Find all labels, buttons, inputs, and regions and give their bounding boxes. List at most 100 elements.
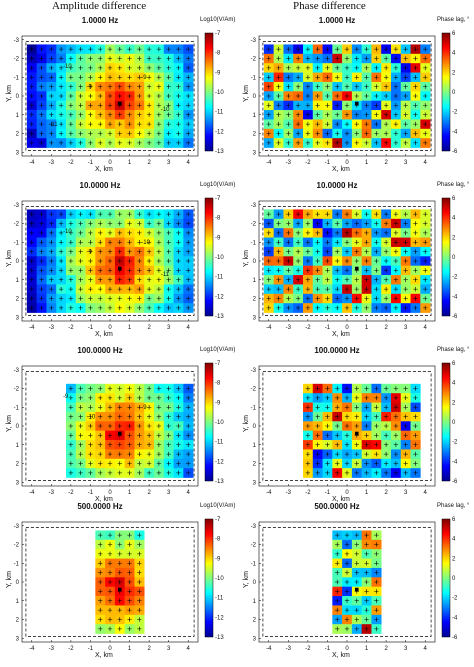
- station-marker: [39, 103, 44, 108]
- station-marker: [286, 258, 291, 264]
- y-tick-label: -1: [251, 561, 257, 567]
- colorbar-tick-label: 2: [452, 235, 456, 241]
- station-marker: [374, 598, 379, 603]
- station-marker: [186, 258, 191, 264]
- station-marker: [286, 93, 291, 99]
- heatmap-plot: -10-9-10-11-4 -3 -2 -1 0 1 2 3 4-3-2-10123-7-8-9…: [14, 196, 225, 331]
- y-tick-label: -2: [14, 222, 20, 228]
- station-marker: [344, 230, 350, 236]
- station-marker: [166, 451, 171, 457]
- panel-title: 1.0000 Hz: [318, 16, 356, 25]
- station-marker: [344, 461, 350, 466]
- x-tick-label: -2: [68, 646, 74, 652]
- station-marker: [117, 112, 122, 117]
- station-marker: [344, 551, 350, 557]
- y-tick-label: 1: [253, 443, 257, 449]
- station-marker: [107, 296, 113, 301]
- station-marker: [393, 140, 399, 146]
- station-marker: [335, 405, 340, 410]
- station-marker: [186, 442, 191, 447]
- x-tick-label: 0: [345, 646, 349, 652]
- panel-amp-100hz: 100.0000 Hz Log10(V/Am) -9 -10 -9 -4 -3 -2 -1 0…: [0, 344, 237, 511]
- station-marker: [166, 405, 171, 410]
- colorbar-tick-label: -10: [215, 576, 224, 582]
- station-marker: [325, 131, 330, 136]
- heatmap-plot: -9-10-9-4 -3 -2 -1 0 1 2 3 4-3-2-10123-7-8-9-10-…: [14, 361, 225, 496]
- station-marker: [423, 103, 428, 108]
- station-marker: [286, 305, 291, 311]
- source-marker: [117, 101, 122, 106]
- y-tick-label: -1: [14, 405, 20, 411]
- station-marker: [374, 75, 379, 80]
- station-marker: [335, 598, 340, 603]
- station-marker: [127, 46, 132, 52]
- station-marker: [266, 103, 271, 108]
- station-marker: [166, 121, 171, 127]
- station-marker: [39, 75, 44, 80]
- contour-label: -10: [87, 415, 96, 421]
- x-tick-label: 0: [108, 490, 112, 496]
- colorbar-tick-label: 0: [452, 576, 456, 582]
- x-tick-label: 4: [187, 325, 191, 331]
- station-marker: [393, 211, 399, 217]
- station-marker: [127, 451, 132, 457]
- station-marker: [58, 296, 64, 301]
- station-marker: [107, 305, 113, 311]
- x-tick-label: -2: [68, 325, 74, 331]
- station-marker: [335, 277, 340, 282]
- station-marker: [344, 131, 350, 136]
- station-marker: [156, 395, 162, 401]
- station-marker: [58, 93, 64, 99]
- station-marker: [68, 65, 74, 71]
- station-marker: [186, 433, 191, 438]
- station-marker: [344, 221, 350, 226]
- station-marker: [295, 84, 301, 89]
- station-marker: [186, 423, 191, 429]
- station-marker: [266, 211, 271, 217]
- colorbar-tick-label: -2: [452, 440, 458, 446]
- station-marker: [146, 121, 152, 127]
- station-marker: [276, 112, 281, 117]
- station-marker: [364, 249, 369, 254]
- station-marker: [423, 121, 428, 127]
- contour-label: -9: [141, 75, 147, 81]
- station-marker: [423, 93, 428, 99]
- station-marker: [68, 433, 74, 438]
- station-marker: [315, 211, 320, 217]
- station-marker: [383, 56, 389, 61]
- station-marker: [383, 433, 389, 438]
- station-marker: [78, 414, 83, 419]
- y-tick-label: 3: [16, 636, 20, 642]
- x-tick-label: 4: [187, 646, 191, 652]
- station-marker: [166, 423, 171, 429]
- station-marker: [383, 65, 389, 71]
- y-tick-label: -2: [14, 543, 20, 549]
- station-marker: [117, 551, 122, 557]
- survey-boundary: [262, 41, 432, 151]
- x-tick-label: 1: [365, 646, 369, 652]
- station-marker: [49, 249, 54, 254]
- station-marker: [107, 442, 113, 447]
- station-marker: [364, 395, 369, 401]
- station-marker: [176, 451, 181, 457]
- station-marker: [98, 617, 103, 622]
- station-marker: [393, 451, 399, 457]
- station-marker: [344, 442, 350, 447]
- station-marker: [78, 305, 83, 311]
- station-marker: [393, 230, 399, 236]
- station-marker: [107, 607, 113, 613]
- station-marker: [88, 433, 93, 438]
- station-marker: [88, 258, 93, 264]
- station-marker: [166, 221, 171, 226]
- y-axis-label: Y, km: [6, 571, 13, 588]
- station-marker: [146, 75, 152, 80]
- station-marker: [176, 103, 181, 108]
- station-marker: [186, 268, 191, 273]
- station-marker: [403, 423, 408, 429]
- station-marker: [354, 542, 359, 547]
- station-marker: [286, 103, 291, 108]
- station-marker: [98, 579, 103, 585]
- colorbar-tick-label: -6: [452, 149, 458, 155]
- station-marker: [156, 423, 162, 429]
- station-marker: [413, 305, 418, 311]
